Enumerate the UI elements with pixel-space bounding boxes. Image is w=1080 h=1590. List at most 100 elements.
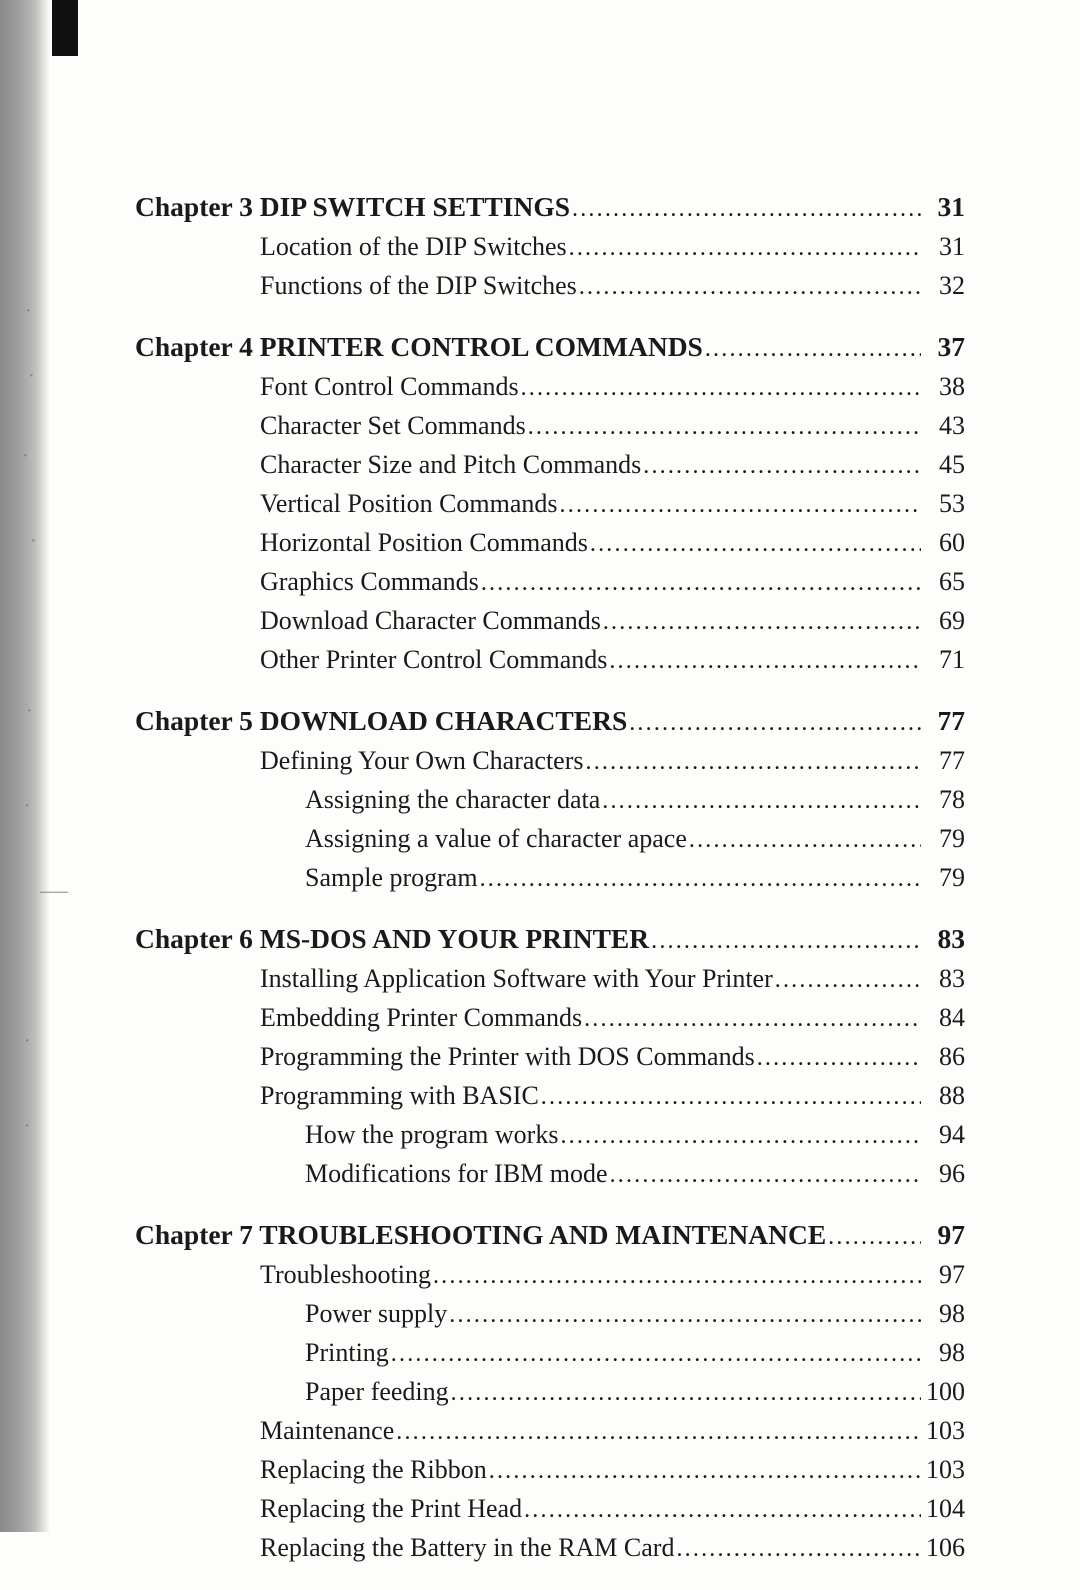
- chapter-page-number: 37: [921, 328, 965, 365]
- dot-leaders: [582, 1001, 921, 1038]
- chapter-heading-row: Chapter 3 DIP SWITCH SETTINGS31: [135, 188, 965, 228]
- dot-leaders: [389, 1336, 921, 1373]
- toc-entry-label: Font Control Commands: [260, 368, 519, 405]
- toc-entry-page-number: 43: [921, 407, 965, 444]
- toc-entry-row: Assigning the character data78: [135, 781, 965, 820]
- chapter-heading-label: Chapter 5 DOWNLOAD CHARACTERS: [135, 702, 627, 739]
- toc-entry-label: Defining Your Own Characters: [260, 742, 584, 779]
- toc-entry-label: Other Printer Control Commands: [260, 641, 607, 678]
- toc-entry-row: Functions of the DIP Switches32: [135, 267, 965, 306]
- dot-leaders: [773, 962, 921, 999]
- dot-leaders: [487, 1453, 921, 1490]
- dot-leaders: [539, 1079, 921, 1116]
- toc-entry-row: Modifications for IBM mode 96: [135, 1155, 965, 1194]
- toc-entry-row: Character Set Commands43: [135, 407, 965, 446]
- dot-leaders: [558, 487, 921, 524]
- toc-entry-row: Programming with BASIC88: [135, 1077, 965, 1116]
- scan-speck: ·: [30, 530, 37, 553]
- toc-entry-label: Replacing the Ribbon: [260, 1451, 487, 1488]
- dot-leaders: [558, 1118, 921, 1155]
- dot-leaders: [584, 744, 921, 781]
- dot-leaders: [649, 923, 921, 960]
- toc-entry-page-number: 104: [921, 1490, 965, 1527]
- toc-entry-row: Troubleshooting97: [135, 1256, 965, 1295]
- toc-entry-page-number: 84: [921, 999, 965, 1036]
- toc-entry-label: Modifications for IBM mode: [305, 1155, 608, 1192]
- dot-leaders: [588, 526, 921, 563]
- table-of-contents: Chapter 3 DIP SWITCH SETTINGS31Location …: [135, 188, 965, 1590]
- toc-entry-page-number: 38: [921, 368, 965, 405]
- chapter-block: Chapter 7 TROUBLESHOOTING AND MAINTENANC…: [135, 1216, 965, 1568]
- toc-entry-label: Location of the DIP Switches: [260, 228, 567, 265]
- chapter-page-number: 77: [921, 702, 965, 739]
- chapter-block: Chapter 5 DOWNLOAD CHARACTERS 77 Defining …: [135, 702, 965, 898]
- toc-entry-label: Functions of the DIP Switches: [260, 267, 577, 304]
- toc-entry-row: Embedding Printer Commands 84: [135, 999, 965, 1038]
- chapter-heading-label: Chapter 6 MS-DOS AND YOUR PRINTER: [135, 920, 649, 957]
- scan-speck: ·: [24, 1030, 31, 1053]
- chapter-heading-label: Chapter 4 PRINTER CONTROL COMMANDS: [135, 328, 703, 365]
- toc-entry-label: How the program works: [305, 1116, 558, 1153]
- toc-entry-row: Other Printer Control Commands71: [135, 641, 965, 680]
- dot-leaders: [608, 1157, 921, 1194]
- chapter-heading-row: Chapter 4 PRINTER CONTROL COMMANDS 37: [135, 328, 965, 368]
- toc-entry-label: Maintenance: [260, 1412, 394, 1449]
- toc-entry-row: Sample program79: [135, 859, 965, 898]
- toc-entry-label: Programming with BASIC: [260, 1077, 539, 1114]
- toc-entry-page-number: 98: [921, 1334, 965, 1371]
- toc-entry-row: Power supply 98: [135, 1295, 965, 1334]
- dot-leaders: [600, 783, 921, 820]
- toc-entry-label: Programming the Printer with DOS Command…: [260, 1038, 755, 1075]
- toc-entry-row: Character Size and Pitch Commands 45: [135, 446, 965, 485]
- scan-speck: ·: [24, 1115, 31, 1138]
- dot-leaders: [526, 409, 921, 446]
- scan-speck: ·: [28, 365, 35, 388]
- dot-leaders: [431, 1258, 921, 1295]
- toc-entry-row: Replacing the Ribbon 103: [135, 1451, 965, 1490]
- toc-entry-label: Embedding Printer Commands: [260, 999, 582, 1036]
- toc-entry-page-number: 97: [921, 1256, 965, 1293]
- toc-entry-page-number: 45: [921, 446, 965, 483]
- toc-entry-label: Character Size and Pitch Commands: [260, 446, 641, 483]
- toc-entry-label: Printing: [305, 1334, 389, 1371]
- toc-entry-label: Power supply: [305, 1295, 447, 1332]
- toc-entry-page-number: 98: [921, 1295, 965, 1332]
- dot-leaders: [641, 448, 921, 485]
- toc-entry-label: Paper feeding: [305, 1373, 449, 1410]
- dot-leaders: [519, 370, 921, 407]
- toc-entry-page-number: 69: [921, 602, 965, 639]
- scan-speck: ·: [22, 445, 29, 468]
- dot-leaders: [826, 1219, 921, 1256]
- dot-leaders: [755, 1040, 921, 1077]
- toc-entry-page-number: 103: [921, 1451, 965, 1488]
- toc-entry-row: Horizontal Position Commands60: [135, 524, 965, 563]
- dot-leaders: [570, 191, 921, 228]
- toc-entry-row: Replacing the Battery in the RAM Card106: [135, 1529, 965, 1568]
- dot-leaders: [567, 230, 921, 267]
- toc-entry-row: Paper feeding100: [135, 1373, 965, 1412]
- toc-entry-row: Installing Application Software with You…: [135, 960, 965, 999]
- chapter-heading-label: Chapter 3 DIP SWITCH SETTINGS: [135, 188, 570, 225]
- dot-leaders: [601, 604, 921, 641]
- chapter-page-number: 83: [921, 920, 965, 957]
- corner-black-mark: [52, 0, 78, 56]
- toc-entry-row: Font Control Commands 38: [135, 368, 965, 407]
- toc-entry-page-number: 83: [921, 960, 965, 997]
- chapter-page-number: 97: [921, 1216, 965, 1253]
- dot-leaders: [522, 1492, 921, 1529]
- toc-entry-label: Replacing the Battery in the RAM Card: [260, 1529, 674, 1566]
- toc-entry-row: Maintenance103: [135, 1412, 965, 1451]
- toc-entry-page-number: 86: [921, 1038, 965, 1075]
- toc-entry-label: Installing Application Software with You…: [260, 960, 773, 997]
- toc-entry-page-number: 94: [921, 1116, 965, 1153]
- scan-speck: ·: [25, 300, 32, 323]
- toc-entry-page-number: 78: [921, 781, 965, 818]
- toc-entry-row: Graphics Commands65: [135, 563, 965, 602]
- dot-leaders: [627, 705, 921, 742]
- dot-leaders: [449, 1375, 921, 1412]
- toc-entry-page-number: 96: [921, 1155, 965, 1192]
- toc-entry-page-number: 77: [921, 742, 965, 779]
- toc-entry-page-number: 65: [921, 563, 965, 600]
- toc-entry-label: Horizontal Position Commands: [260, 524, 588, 561]
- toc-entry-label: Sample program: [305, 859, 478, 896]
